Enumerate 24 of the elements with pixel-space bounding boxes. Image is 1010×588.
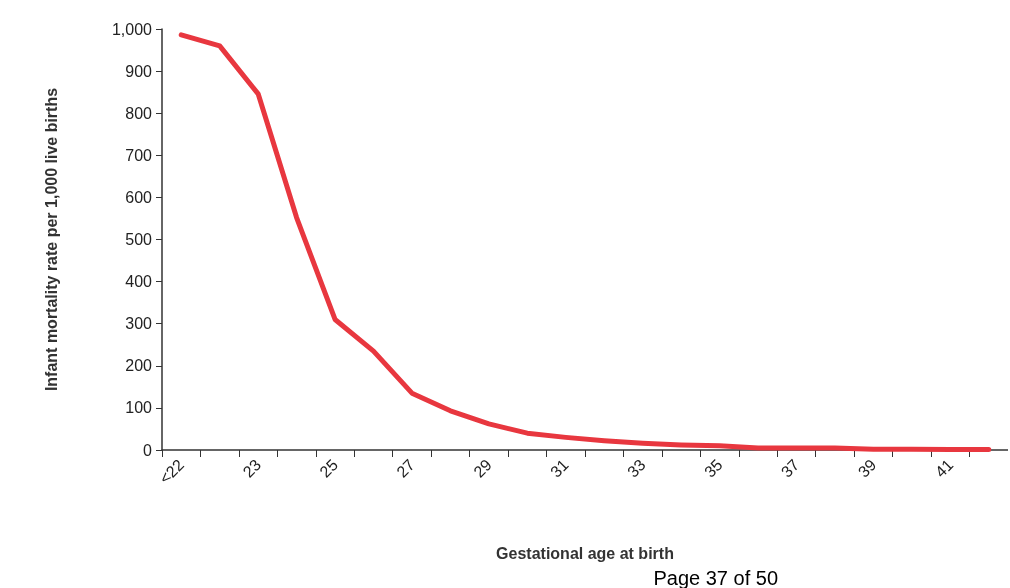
x-tick-label: <22 — [156, 455, 188, 488]
x-tick-label: 39 — [854, 455, 880, 481]
y-tick-label: 900 — [125, 62, 153, 80]
x-tick-label: 27 — [393, 455, 419, 481]
y-axis-title: Infant mortality rate per 1,000 live births — [42, 87, 60, 392]
x-axis-title: Gestational age at birth — [496, 544, 674, 562]
x-tick-label: 29 — [470, 455, 495, 481]
x-tick-label: 41 — [931, 455, 957, 481]
x-tick-label: 25 — [316, 455, 342, 481]
x-tick-label: 31 — [547, 455, 572, 481]
x-tick-label: 33 — [624, 455, 649, 481]
y-tick-label: 300 — [125, 315, 153, 333]
y-tick-label: 700 — [125, 146, 153, 164]
y-tick-label: 800 — [125, 104, 153, 122]
y-tick-label: 600 — [125, 188, 153, 206]
y-tick-label: 0 — [143, 441, 153, 459]
y-tick-label: 1,000 — [111, 20, 153, 38]
x-tick-label: 35 — [701, 455, 726, 481]
x-tick-label: 23 — [239, 455, 265, 481]
y-tick-label: 100 — [125, 399, 153, 417]
y-tick-label: 200 — [125, 357, 153, 375]
y-tick-label: 400 — [125, 273, 153, 291]
y-tick-label: 500 — [125, 231, 153, 248]
x-tick-label: 37 — [777, 455, 803, 481]
